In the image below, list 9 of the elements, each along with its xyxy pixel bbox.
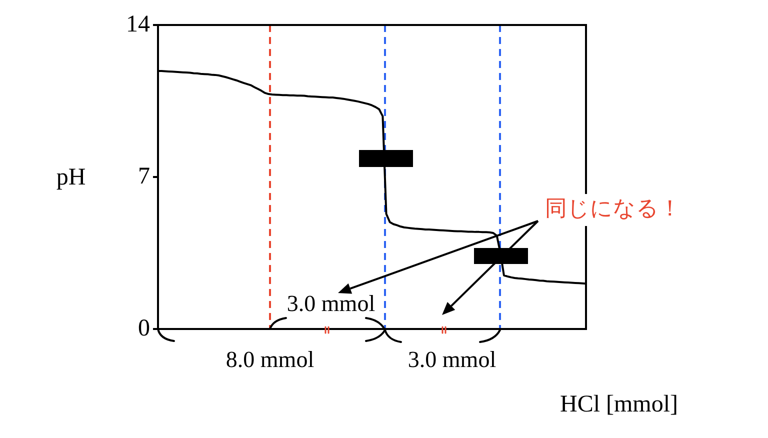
y-tick-label: 14 (126, 11, 150, 38)
text: 3.0 mmol (408, 347, 496, 372)
y-tick-label: 7 (138, 163, 150, 190)
x-axis-title: HCl [mmol] (560, 391, 678, 418)
y-axis-title: pH (56, 164, 86, 190)
annotation: 3.0 mmol (286, 291, 376, 316)
text: 8.0 mmol (226, 347, 314, 372)
annotation: 同じになる！ (545, 196, 681, 222)
y-tick-label: 0 (138, 315, 150, 342)
